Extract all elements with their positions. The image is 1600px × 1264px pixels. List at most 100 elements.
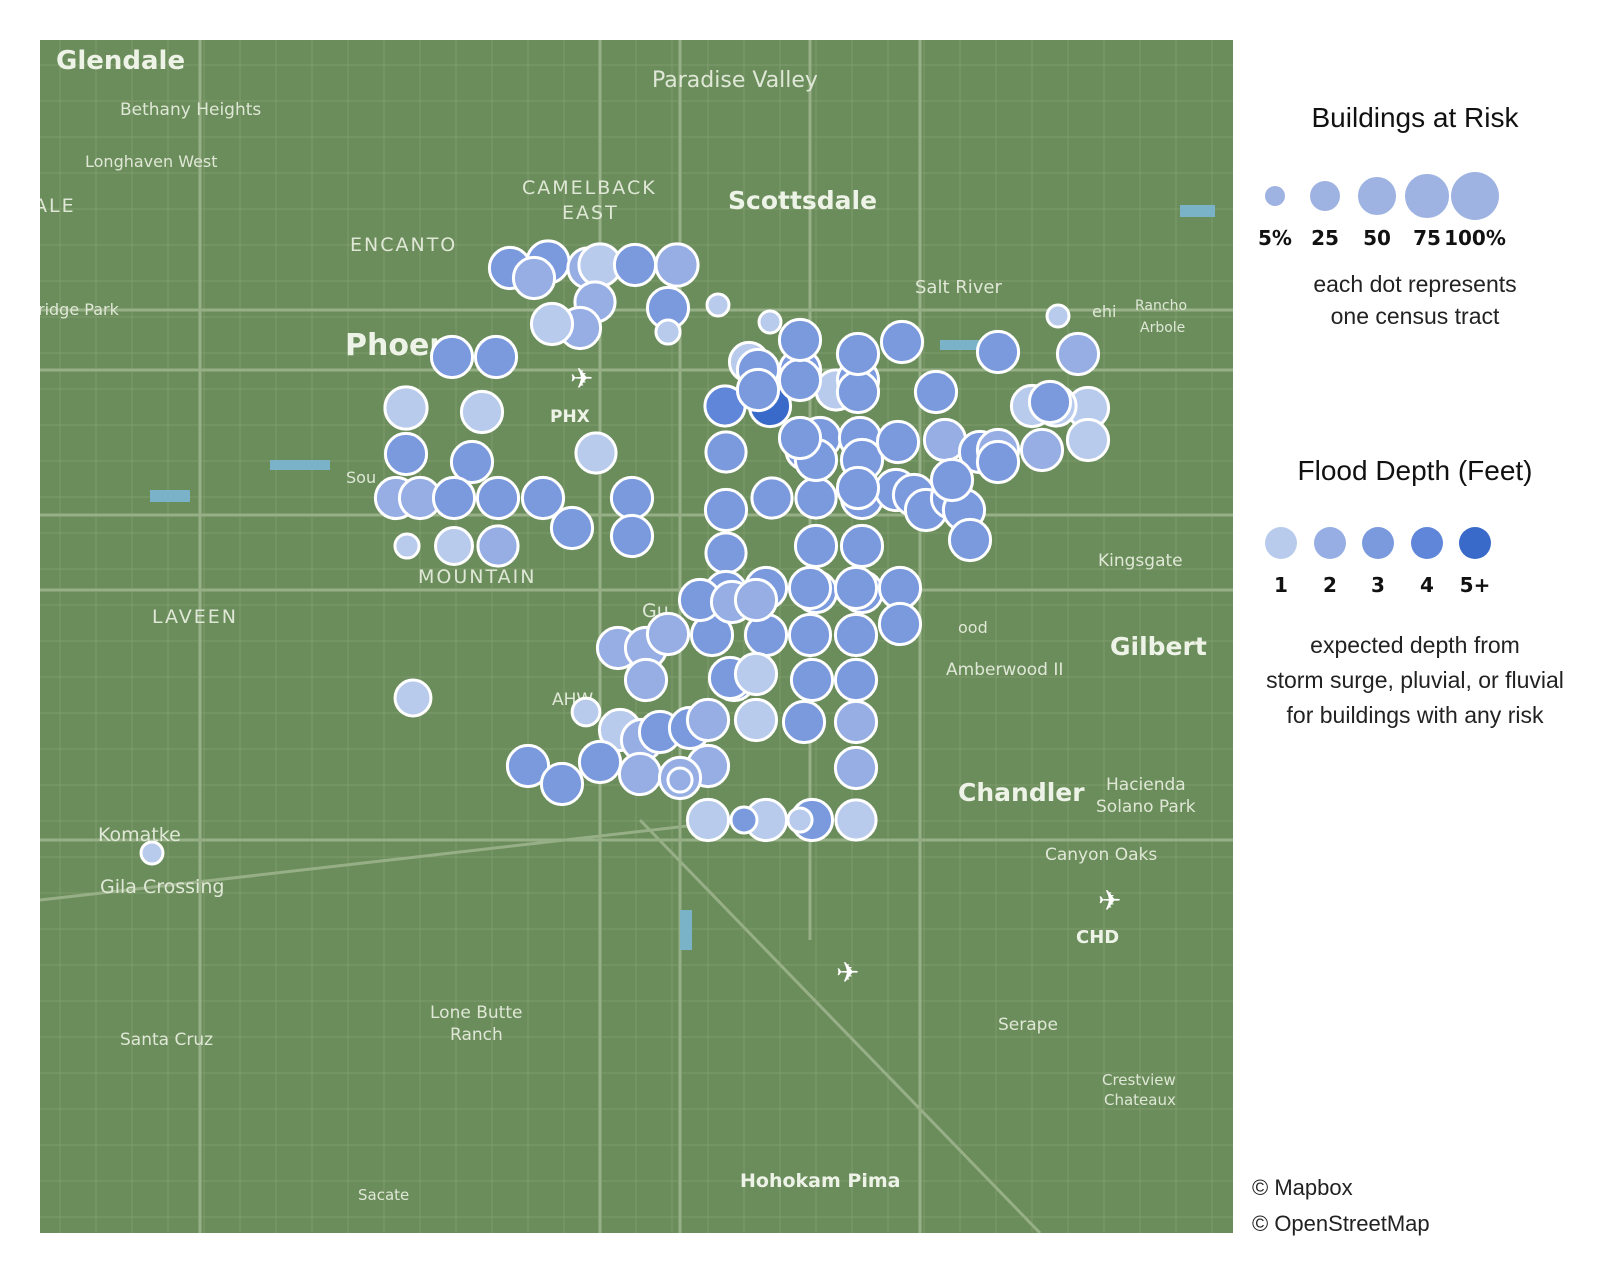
tract-dot[interactable] [879, 319, 925, 365]
tract-dot[interactable] [777, 317, 823, 363]
tract-dot[interactable] [574, 431, 618, 475]
tract-dot[interactable] [733, 697, 779, 743]
osm-credit[interactable]: © OpenStreetMap [1252, 1211, 1430, 1236]
tract-dot[interactable] [623, 657, 669, 703]
size-note-line-2: one census tract [1330, 303, 1500, 329]
tract-dot[interactable] [431, 475, 477, 521]
tract-dot[interactable] [393, 678, 433, 718]
highway-line [40, 818, 741, 902]
place-label: EAST [562, 202, 619, 224]
tract-dot[interactable] [704, 531, 748, 575]
tract-dot[interactable] [393, 532, 421, 560]
place-label: Kingsgate [1098, 551, 1183, 571]
tract-dot[interactable] [975, 439, 1021, 485]
place-label: Ranch [450, 1025, 503, 1045]
tract-dot[interactable] [685, 697, 731, 743]
place-label: Sacate [358, 1186, 410, 1204]
tract-dot[interactable] [835, 465, 881, 511]
tract-dot[interactable] [654, 318, 682, 346]
place-label: Komatke [98, 824, 181, 846]
tract-dot[interactable] [549, 505, 595, 551]
size-legend: Buildings at Risk [1240, 102, 1590, 134]
tract-dot[interactable] [645, 611, 691, 657]
tract-dot[interactable] [1019, 427, 1065, 473]
water-body [270, 460, 330, 470]
tract-dot[interactable] [459, 389, 505, 435]
tract-dot[interactable] [835, 369, 881, 415]
tract-dot[interactable] [777, 357, 823, 403]
tract-dot[interactable] [833, 612, 879, 658]
tract-dot[interactable] [617, 751, 663, 797]
tract-dot[interactable] [929, 457, 975, 503]
tract-dot[interactable] [735, 367, 781, 413]
depth-legend: Flood Depth (Feet) [1240, 455, 1590, 487]
tract-dot[interactable] [383, 431, 429, 477]
tract-dot[interactable] [875, 419, 921, 465]
tract-dot[interactable] [511, 255, 557, 301]
tract-dot[interactable] [757, 309, 783, 335]
tract-dot[interactable] [577, 739, 623, 785]
tract-dot[interactable] [835, 331, 881, 377]
tract-dot[interactable] [794, 476, 838, 520]
tract-dot[interactable] [839, 523, 885, 569]
tract-dot[interactable] [476, 524, 520, 568]
tract-dot[interactable] [789, 657, 835, 703]
place-label: ehi [1092, 302, 1117, 321]
mapbox-credit[interactable]: © Mapbox [1252, 1175, 1353, 1200]
depth-note-line-3: for buildings with any risk [1286, 702, 1544, 728]
tract-dot[interactable] [833, 745, 879, 791]
tract-dot[interactable] [975, 329, 1021, 375]
tract-dot[interactable] [383, 385, 429, 431]
tract-dot[interactable] [539, 761, 585, 807]
tract-dot[interactable] [733, 651, 779, 697]
depth-legend-label: 2 [1323, 573, 1337, 597]
tract-dot[interactable] [704, 430, 748, 474]
depth-legend-label: 5+ [1459, 573, 1491, 597]
tract-dot[interactable] [750, 476, 794, 520]
tract-dot[interactable] [947, 517, 993, 563]
tract-dot[interactable] [787, 612, 833, 658]
depth-legend-scale: 1 2 3 4 5+ [1240, 525, 1590, 605]
tract-dot[interactable] [139, 840, 165, 866]
place-label: Rancho [1135, 298, 1188, 314]
size-legend-dot [1310, 181, 1340, 211]
tract-dot[interactable] [529, 301, 575, 347]
tract-dot[interactable] [793, 523, 839, 569]
tract-dot[interactable] [612, 242, 658, 288]
tract-dot[interactable] [705, 292, 731, 318]
tract-dot[interactable] [1055, 331, 1101, 377]
tract-dot[interactable] [570, 696, 602, 728]
tract-dot[interactable] [1065, 417, 1111, 463]
tract-dot[interactable] [666, 766, 694, 794]
tract-dot[interactable] [877, 601, 923, 647]
tract-dot[interactable] [781, 699, 827, 745]
tract-dot[interactable] [913, 369, 959, 415]
tract-dot[interactable] [833, 699, 879, 745]
tract-dot[interactable] [520, 475, 566, 521]
tract-dot[interactable] [786, 806, 814, 834]
tract-dot[interactable] [1027, 379, 1073, 425]
tract-dot[interactable] [433, 525, 475, 567]
tract-dot[interactable] [834, 798, 878, 842]
tract-dot[interactable] [833, 657, 879, 703]
tract-dot[interactable] [777, 415, 823, 461]
tract-dot[interactable] [685, 797, 731, 843]
tract-dot[interactable] [787, 565, 833, 611]
base-map[interactable]: Glendale Bethany Heights Longhaven West ALE… [40, 40, 1233, 1233]
tract-dot[interactable] [654, 242, 700, 288]
tract-dot[interactable] [609, 513, 655, 559]
tract-dot[interactable] [505, 743, 551, 789]
tract-dot[interactable] [429, 334, 475, 380]
depth-legend-dot [1314, 527, 1346, 559]
size-legend-dot [1264, 185, 1286, 207]
tract-dot[interactable] [1045, 303, 1071, 329]
tract-dot[interactable] [733, 577, 779, 623]
tract-dot[interactable] [833, 565, 879, 611]
tract-dot[interactable] [475, 475, 521, 521]
tract-dot[interactable] [729, 805, 759, 835]
tract-dot[interactable] [703, 487, 749, 533]
place-label: Chandler [958, 778, 1085, 807]
tract-dot[interactable] [609, 475, 655, 521]
tract-dot[interactable] [473, 334, 519, 380]
tract-dot[interactable] [449, 439, 495, 485]
